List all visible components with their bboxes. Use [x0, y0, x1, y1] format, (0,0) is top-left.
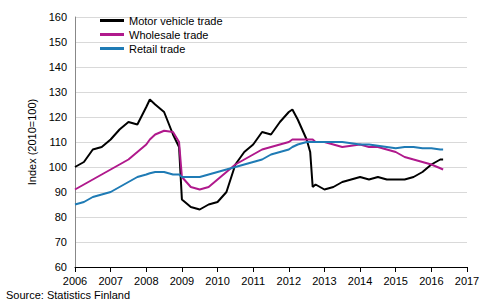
svg-text:70: 70 — [55, 236, 67, 248]
svg-text:110: 110 — [49, 136, 67, 148]
svg-text:2012: 2012 — [277, 275, 301, 287]
svg-text:80: 80 — [55, 211, 67, 223]
svg-text:60: 60 — [55, 261, 67, 273]
svg-text:Source: Statistics Finland: Source: Statistics Finland — [6, 289, 130, 301]
svg-text:Motor vehicle trade: Motor vehicle trade — [129, 15, 223, 27]
svg-text:120: 120 — [49, 111, 67, 123]
svg-text:2010: 2010 — [205, 275, 229, 287]
svg-text:2006: 2006 — [63, 275, 87, 287]
svg-text:2015: 2015 — [383, 275, 407, 287]
svg-text:2017: 2017 — [455, 275, 479, 287]
svg-text:Wholesale trade: Wholesale trade — [129, 29, 209, 41]
svg-text:2014: 2014 — [348, 275, 372, 287]
svg-text:2011: 2011 — [241, 275, 265, 287]
svg-text:140: 140 — [49, 61, 67, 73]
svg-text:Index (2010=100): Index (2010=100) — [26, 99, 38, 186]
svg-text:2007: 2007 — [98, 275, 122, 287]
svg-text:Retail trade: Retail trade — [129, 43, 185, 55]
svg-text:2008: 2008 — [134, 275, 158, 287]
svg-text:100: 100 — [49, 161, 67, 173]
svg-text:150: 150 — [49, 36, 67, 48]
svg-text:2013: 2013 — [312, 275, 336, 287]
svg-text:90: 90 — [55, 186, 67, 198]
svg-text:2009: 2009 — [170, 275, 194, 287]
svg-text:2016: 2016 — [419, 275, 443, 287]
svg-text:130: 130 — [49, 86, 67, 98]
svg-text:160: 160 — [49, 11, 67, 23]
